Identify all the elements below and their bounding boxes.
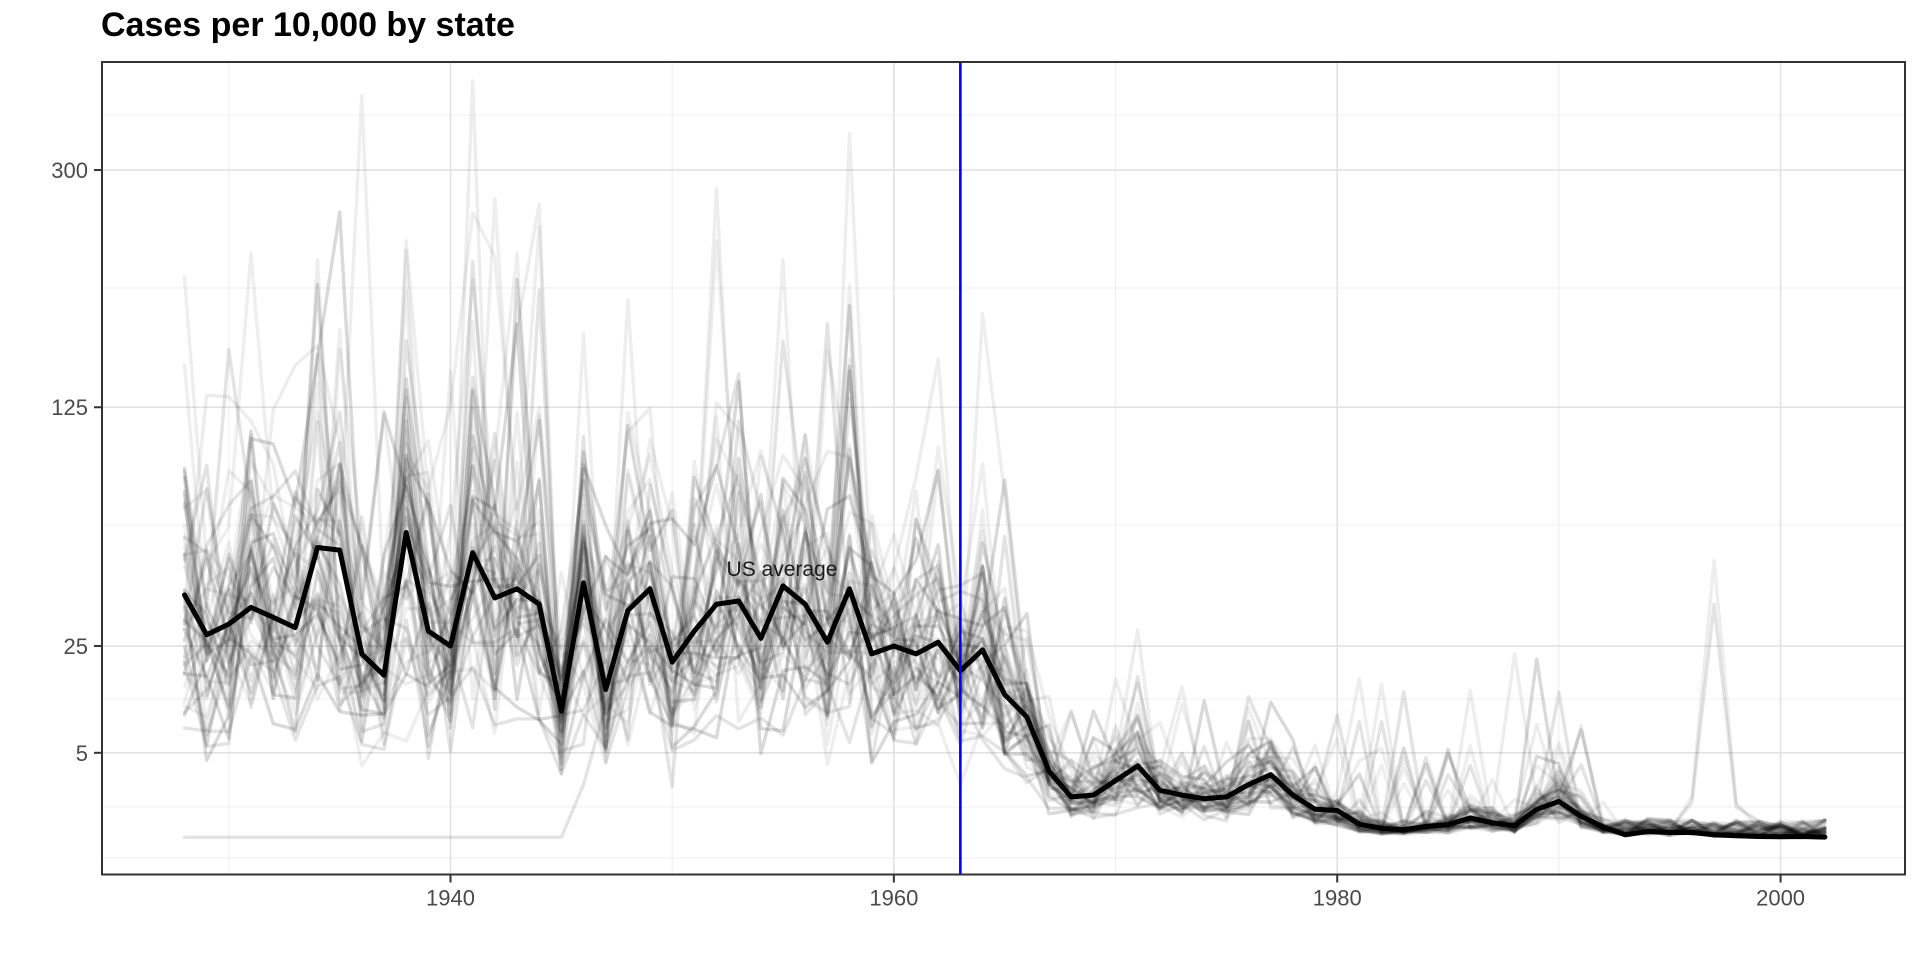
state-line bbox=[182, 477, 1827, 838]
state-line bbox=[182, 418, 1827, 836]
x-axis-tick-label: 1960 bbox=[869, 886, 918, 911]
state-line bbox=[182, 424, 1827, 839]
x-axis-tick-label: 1940 bbox=[426, 886, 475, 911]
gridlines-minor bbox=[102, 62, 1905, 875]
x-axis-tick-label: 2000 bbox=[1756, 886, 1805, 911]
y-axis-tick-label: 125 bbox=[51, 395, 88, 420]
x-axis-tick-label: 1980 bbox=[1313, 886, 1362, 911]
gridlines-major bbox=[102, 62, 1905, 875]
state-line bbox=[182, 375, 1827, 839]
state-line bbox=[182, 429, 1827, 837]
state-line bbox=[182, 288, 1827, 837]
state-line bbox=[182, 419, 1827, 839]
state-lines bbox=[182, 79, 1827, 839]
state-line bbox=[182, 456, 1827, 839]
state-line bbox=[182, 79, 1827, 837]
state-line bbox=[182, 372, 1827, 839]
us-average-label: US average bbox=[727, 558, 838, 581]
panel-border bbox=[101, 61, 1906, 876]
state-line bbox=[182, 94, 1827, 837]
state-line bbox=[182, 248, 1827, 839]
state-line bbox=[182, 636, 1827, 839]
state-line bbox=[182, 462, 1827, 838]
state-line bbox=[182, 433, 1827, 839]
axes: 5 25 125 300 1940 1960 1980 2000 bbox=[51, 158, 1805, 910]
state-line bbox=[182, 439, 1827, 839]
us-average-group bbox=[182, 530, 1828, 840]
state-line bbox=[182, 258, 1827, 839]
state-line bbox=[182, 277, 1827, 837]
state-line bbox=[182, 202, 1827, 839]
state-line bbox=[182, 196, 1827, 838]
state-line bbox=[182, 469, 1827, 838]
y-axis-tick-label: 25 bbox=[64, 634, 88, 659]
y-axis-tick-label: 300 bbox=[51, 158, 88, 183]
state-line bbox=[182, 260, 1827, 839]
state-line bbox=[182, 284, 1827, 839]
us-average-line bbox=[182, 530, 1828, 840]
state-line bbox=[182, 251, 1827, 839]
state-line bbox=[182, 509, 1827, 839]
chart-title: Cases per 10,000 by state bbox=[101, 6, 515, 44]
state-line bbox=[182, 343, 1827, 838]
state-line bbox=[182, 528, 1827, 839]
state-line bbox=[182, 431, 1827, 837]
state-line bbox=[182, 298, 1827, 838]
state-line bbox=[182, 381, 1827, 839]
y-axis-tick-label: 5 bbox=[76, 741, 88, 766]
state-line bbox=[182, 463, 1827, 839]
state-line bbox=[182, 410, 1827, 839]
state-line bbox=[182, 377, 1827, 839]
state-line bbox=[182, 440, 1827, 838]
